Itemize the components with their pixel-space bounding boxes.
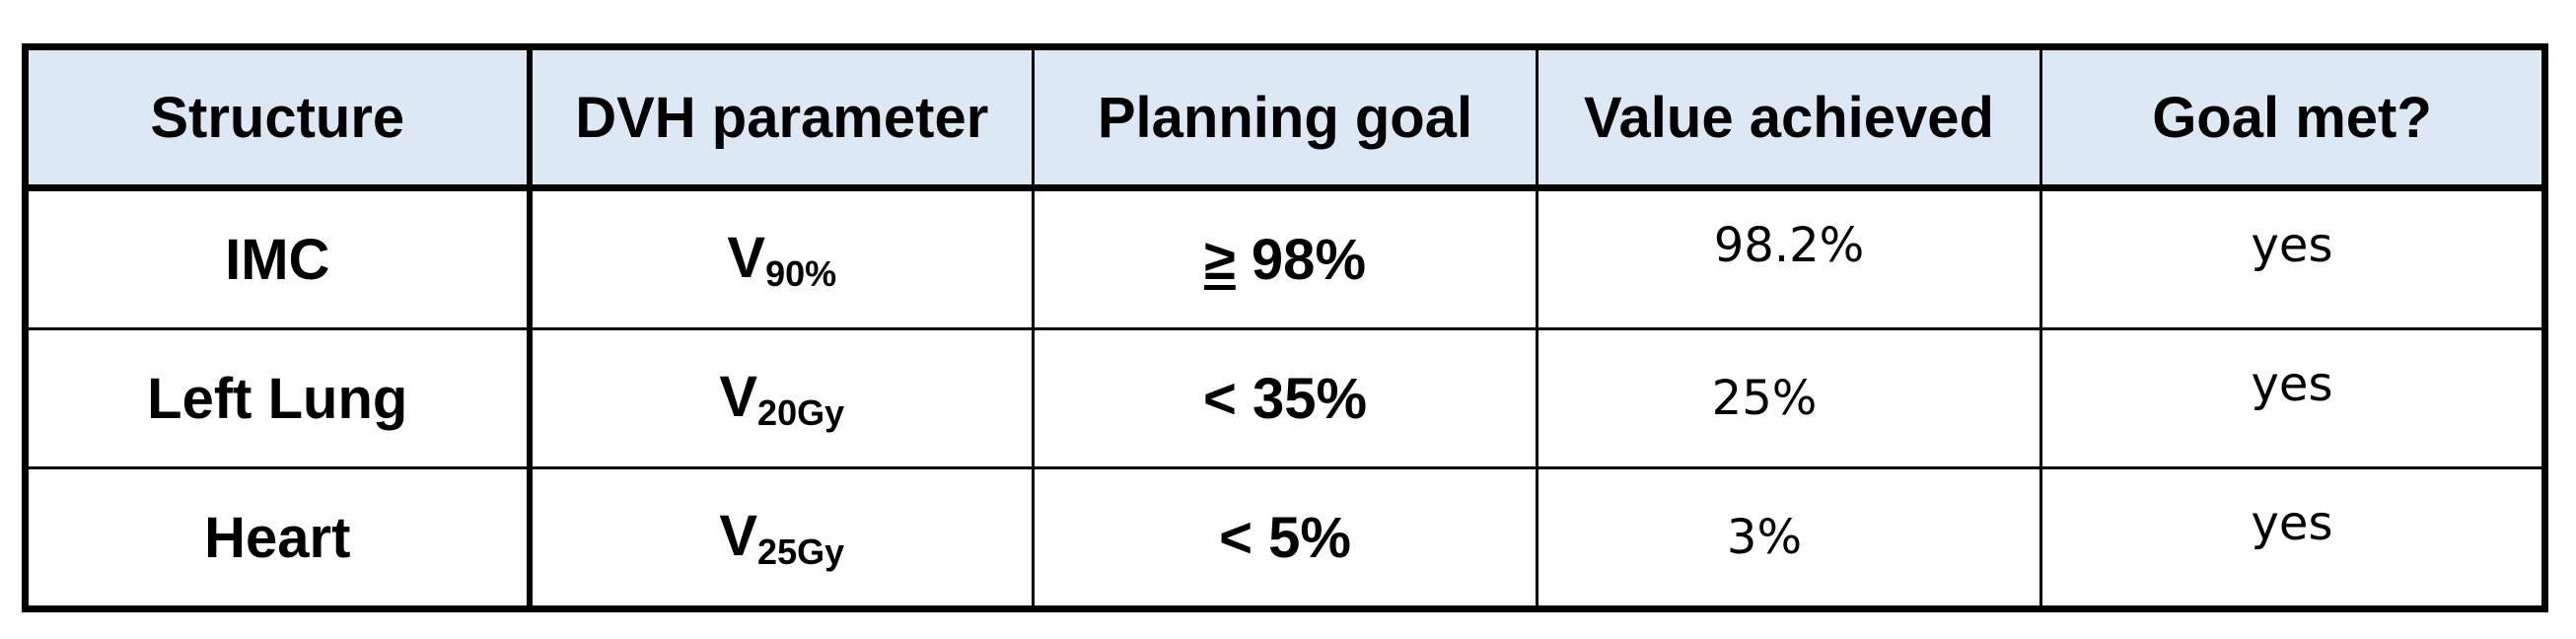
param-main: V xyxy=(727,225,766,290)
header-planning-goal: Planning goal xyxy=(1032,45,1538,191)
goal-met-text: yes xyxy=(2251,496,2333,551)
goal-operator: ≥ xyxy=(1203,227,1236,292)
table-row: IMC V90% ≥ 98% 98.2% yes xyxy=(24,186,2546,330)
value-text: 3% xyxy=(1726,510,1803,565)
goal-met-cell: yes xyxy=(2039,466,2546,610)
value-text: 98.2% xyxy=(1713,218,1865,273)
goal-met-text: yes xyxy=(2251,218,2333,273)
dvh-goals-table: Structure DVH parameter Planning goal Va… xyxy=(22,43,2548,612)
value-achieved-cell: 25% xyxy=(1536,327,2042,469)
planning-goal-cell: < 35% xyxy=(1032,327,1538,469)
value-text: 25% xyxy=(1711,371,1818,426)
structure-cell: Heart xyxy=(24,466,533,610)
header-structure: Structure xyxy=(24,45,533,191)
goal-value: 5% xyxy=(1252,505,1351,570)
param-main: V xyxy=(719,503,758,568)
goal-operator: < xyxy=(1202,366,1237,431)
goal-met-text: yes xyxy=(2251,357,2333,412)
goal-value: 35% xyxy=(1236,366,1368,431)
header-value-achieved: Value achieved xyxy=(1536,45,2042,191)
param-subscript: 90% xyxy=(765,252,837,294)
goal-value: 98% xyxy=(1235,227,1367,292)
header-goal-met: Goal met? xyxy=(2039,45,2546,191)
param-subscript: 25Gy xyxy=(757,531,845,572)
goal-operator: < xyxy=(1219,505,1252,570)
planning-goal-cell: ≥ 98% xyxy=(1032,186,1538,330)
goal-met-cell: yes xyxy=(2039,186,2546,330)
structure-cell: IMC xyxy=(24,186,533,330)
header-row: Structure DVH parameter Planning goal Va… xyxy=(24,45,2546,191)
dvh-parameter-cell: V20Gy xyxy=(528,327,1035,469)
table-body: IMC V90% ≥ 98% 98.2% yes Left Lung V20Gy… xyxy=(24,186,2546,610)
dvh-parameter-cell: V90% xyxy=(528,186,1035,330)
value-achieved-cell: 3% xyxy=(1536,466,2042,610)
table-row: Heart V25Gy < 5% 3% yes xyxy=(24,466,2546,610)
table-row: Left Lung V20Gy < 35% 25% yes xyxy=(24,327,2546,469)
table-header: Structure DVH parameter Planning goal Va… xyxy=(24,45,2546,191)
dvh-parameter-cell: V25Gy xyxy=(528,466,1035,610)
value-achieved-cell: 98.2% xyxy=(1536,186,2042,330)
structure-cell: Left Lung xyxy=(24,327,533,469)
header-dvh-parameter: DVH parameter xyxy=(528,45,1035,191)
param-main: V xyxy=(719,364,758,429)
goal-met-cell: yes xyxy=(2039,327,2546,469)
planning-goal-cell: < 5% xyxy=(1032,466,1538,610)
param-subscript: 20Gy xyxy=(757,391,845,433)
